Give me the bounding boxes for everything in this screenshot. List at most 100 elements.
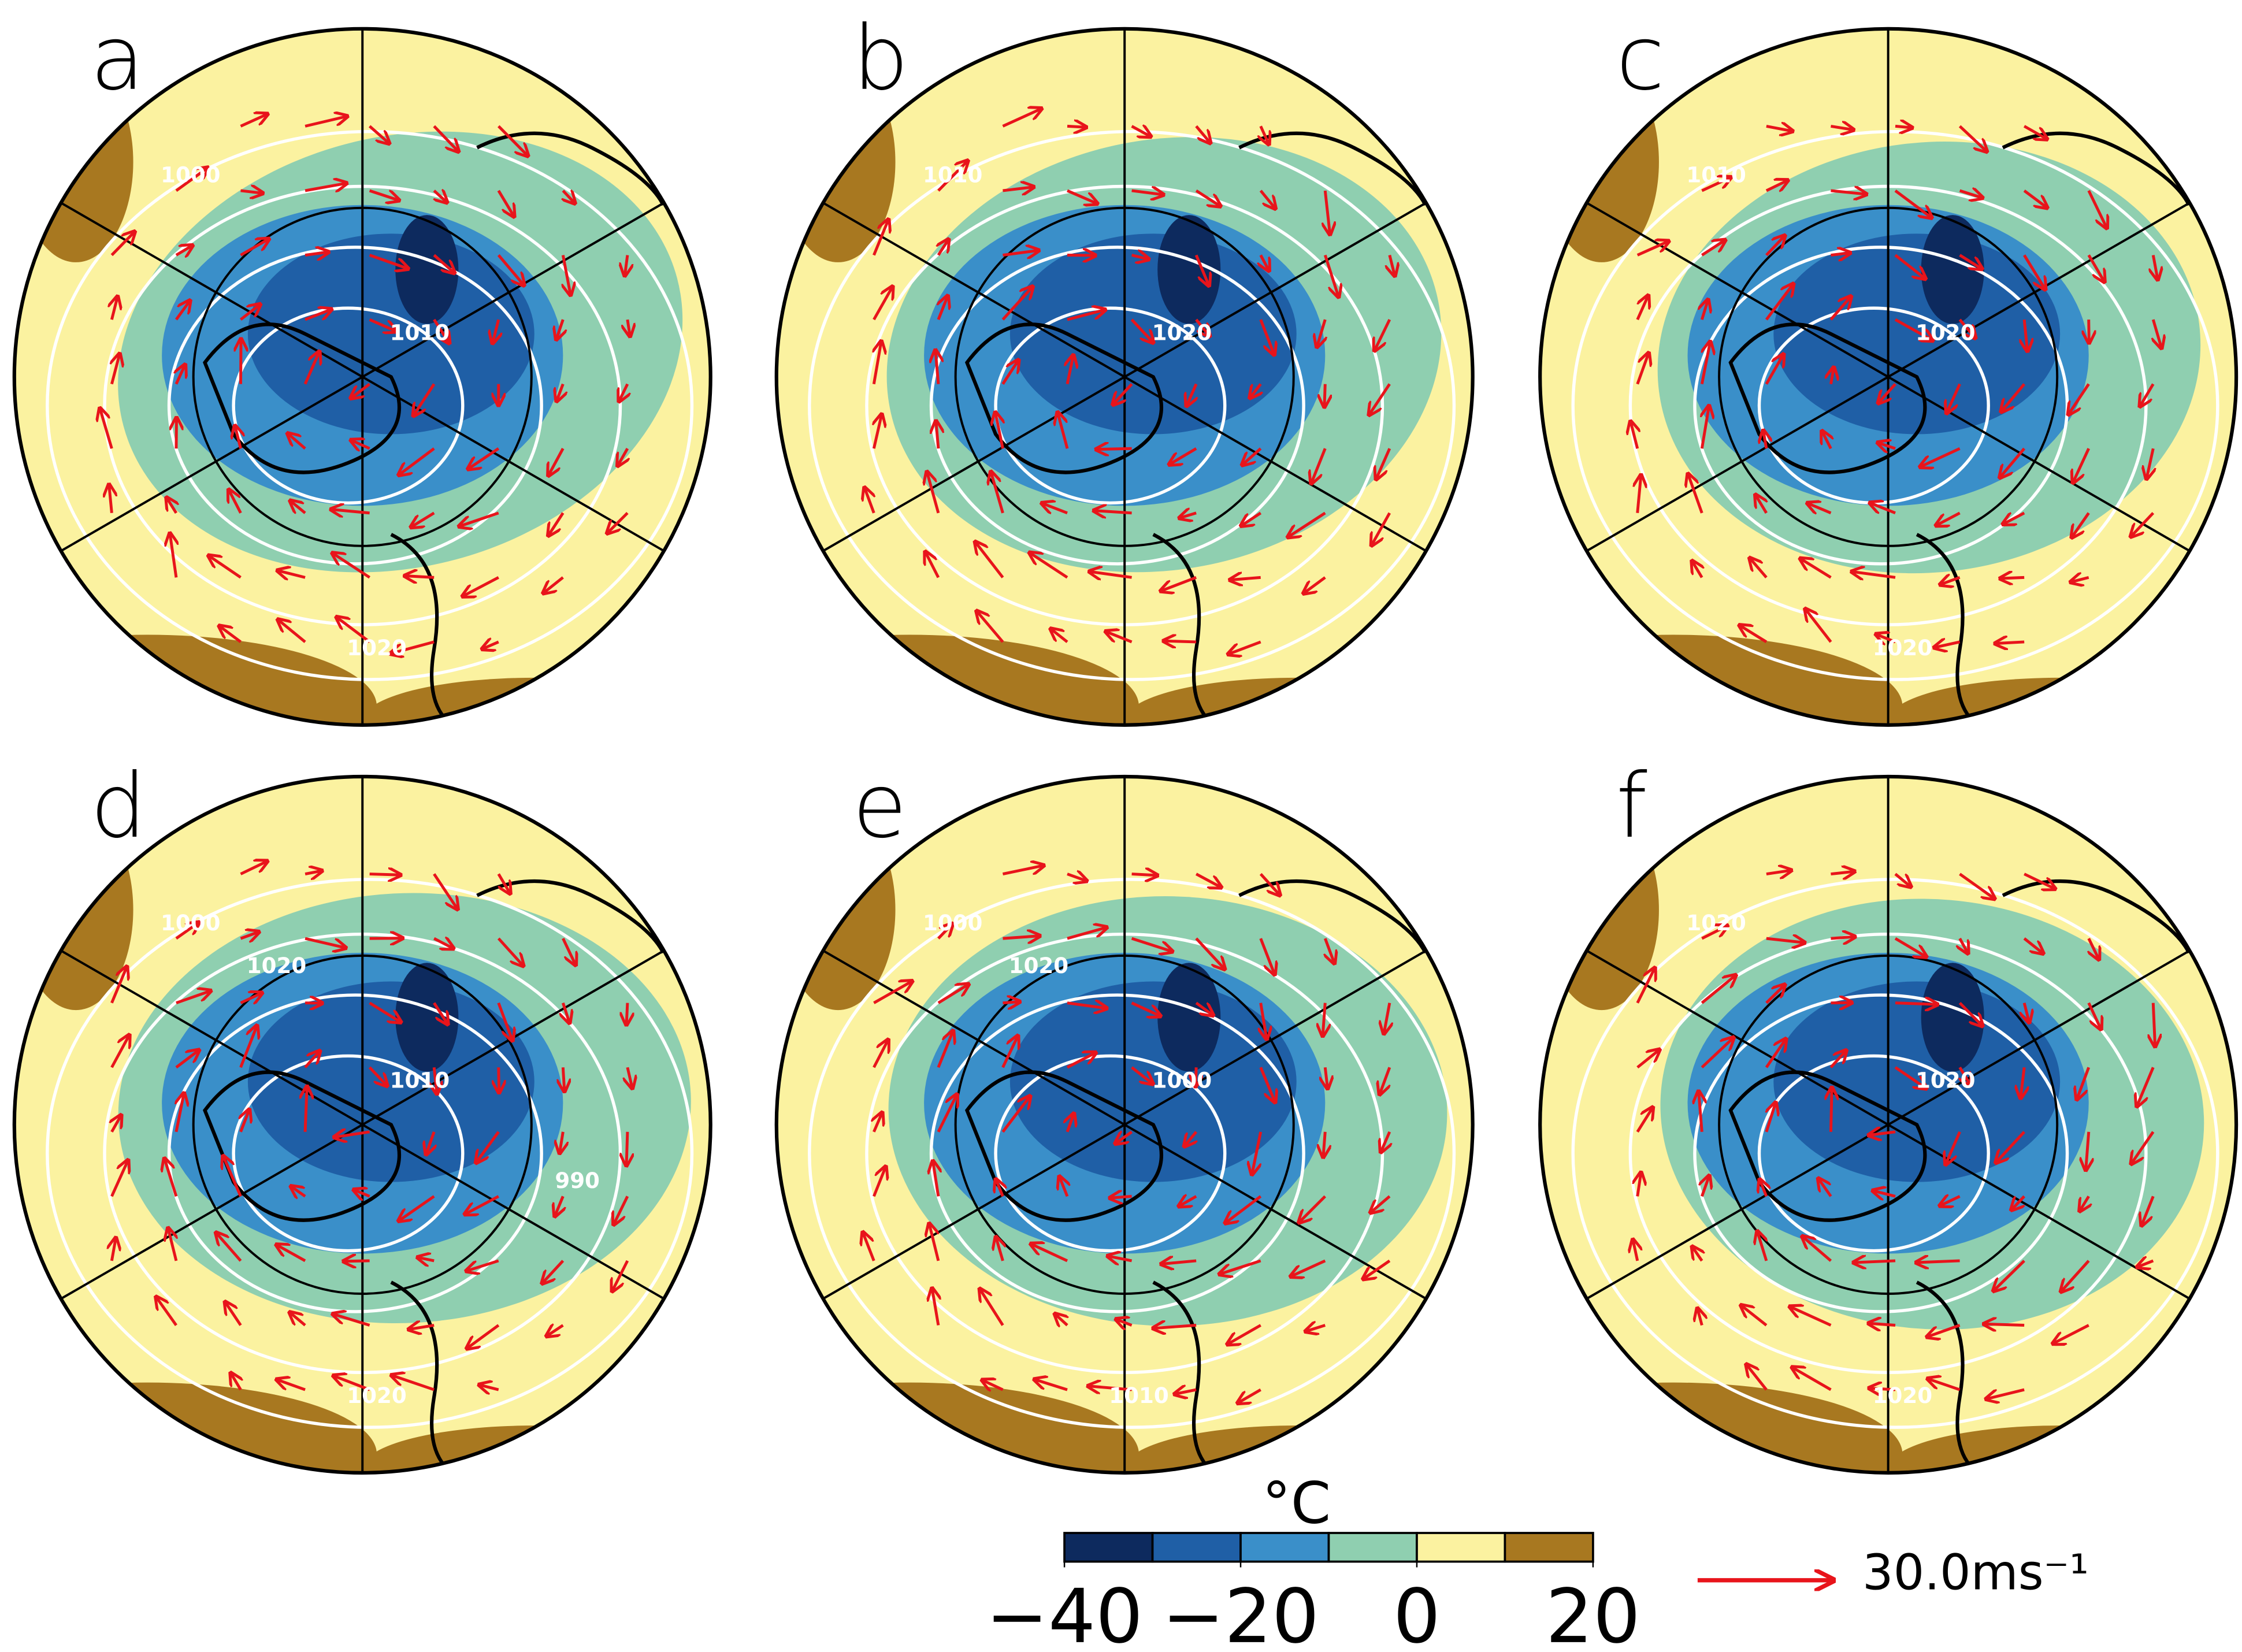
wind-arrow [1131,126,1151,136]
wind-arrow [1131,1001,1161,1016]
wind-arrow [1807,503,1832,513]
panel-label: d [90,755,147,858]
wind-arrow [100,408,113,449]
wind-arrow [1698,1091,1702,1133]
wind-arrow [1631,421,1638,449]
wind-arrow [1765,1102,1776,1133]
darkblue-region [395,215,459,324]
latitude-circle [192,954,533,1295]
wind-arrow [975,541,1004,578]
isobar [929,246,1305,566]
wind-arrow [369,189,400,201]
isobar [808,129,1456,681]
contour-label: 1020 [1873,635,1932,660]
wind-arrow [1757,1231,1766,1261]
wind-arrow [398,1195,435,1221]
wind-arrow [873,1040,888,1068]
wind-arrow [305,1086,307,1132]
wind-arrow [398,447,435,475]
wind-arrow [2068,383,2090,415]
darkblue-region [1921,215,1984,324]
wind-arrow [863,1232,875,1261]
wind-arrow [563,1002,569,1023]
wind-arrow [2072,512,2090,538]
wind-arrow [1059,1176,1067,1197]
wind-arrow [1002,109,1042,128]
meridian [1887,949,2191,1126]
wind-arrow [1936,511,1961,526]
wind-arrow [1178,1196,1197,1206]
wind-arrow [482,642,499,649]
wind-arrow [478,1384,499,1390]
colorbar-tick-label: −40 [986,1573,1143,1652]
wind-arrow [497,254,525,286]
wind-arrow [1894,937,1927,957]
wind-arrow [1067,927,1107,940]
wind-arrow [390,640,435,654]
wind-arrow [305,183,347,191]
wind-arrow [466,1324,500,1349]
wind-arrow [1131,874,1158,875]
wind-arrow [1067,355,1074,385]
wind-arrow [1002,866,1044,875]
wind-arrow [562,938,576,966]
colorbar-box [1239,1532,1330,1563]
brown-region [776,634,1139,725]
wind-arrow [239,1025,257,1068]
wind-arrow [1831,253,1850,255]
colorbar-box [1151,1532,1242,1563]
wind-arrow [304,1050,320,1068]
wind-arrow [291,1186,306,1197]
wind-arrow [1107,1256,1133,1261]
wind-arrow [936,421,938,449]
wind-arrow [1876,634,1896,642]
wind-arrow [176,364,185,385]
wind-arrow [2153,255,2158,280]
meridian [60,376,363,552]
meridian [362,1123,665,1300]
wind-arrow [548,512,565,536]
wind-arrow [1636,1049,1660,1069]
wind-arrow [1701,975,1736,1004]
wind-arrow [1818,1178,1832,1197]
contour-label: 1020 [347,1383,406,1408]
wind-arrow [1298,1195,1327,1223]
wind-arrow [2137,1261,2154,1267]
wind-arrow [1089,571,1132,577]
wind-arrow [937,161,968,192]
wind-arrow [1958,318,1976,338]
wind-arrow [2137,1067,2155,1107]
wind-arrow [1800,558,1832,579]
wind-arrow [305,309,332,321]
wind-arrow [927,472,940,514]
wind-arrow [1323,1131,1325,1157]
wind-arrow [2023,937,2043,953]
wind-arrow [1363,1259,1391,1279]
wind-arrow [1790,1306,1832,1327]
wind-arrow [1230,577,1261,580]
wind-arrow [466,1259,499,1271]
wind-arrow [1868,1323,1896,1325]
wind-arrow [991,472,1004,514]
latitude-circle [1718,954,2059,1295]
latitude-circle [192,206,533,547]
wind-arrow [1916,1261,1960,1263]
wind-arrow [864,487,874,514]
isobar [994,306,1227,505]
wind-arrow [1763,430,1766,449]
meridian [822,202,1126,378]
wind-arrow [1740,1305,1768,1327]
wind-arrow [164,1158,178,1197]
wind-arrow [1638,474,1641,514]
wind-arrow [995,412,1003,449]
wind-arrow [1195,125,1211,143]
panel-border [774,27,1475,727]
wind-arrow [433,254,455,273]
wind-arrow [1087,1386,1132,1390]
wind-arrow [497,190,514,217]
wind-arrow [1959,254,1983,269]
wind-arrow [874,414,882,449]
wind-arrow [1195,189,1220,206]
wind-arrow [305,871,322,874]
wind-arrow [411,511,435,528]
